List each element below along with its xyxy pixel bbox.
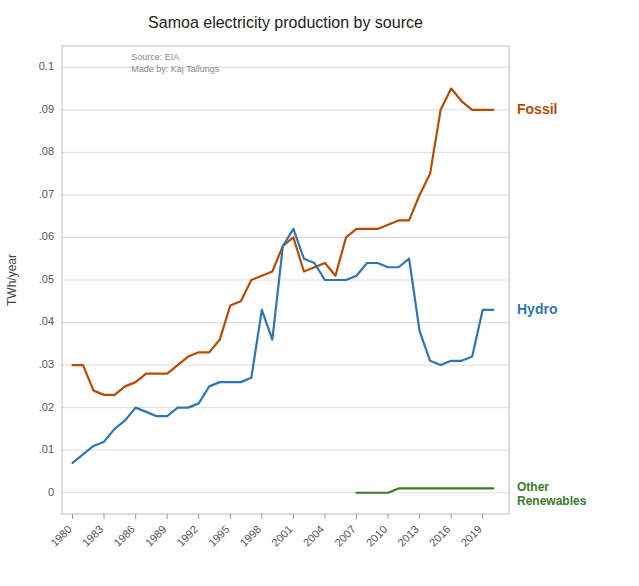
x-tick bbox=[482, 514, 483, 519]
x-tick bbox=[230, 514, 231, 519]
x-tick-label: 2010 bbox=[364, 523, 390, 549]
x-tick-label: 1989 bbox=[143, 523, 169, 549]
series-label: Hydro bbox=[517, 300, 557, 316]
series-line bbox=[73, 89, 494, 395]
label-line: Renewables bbox=[517, 495, 587, 509]
x-tick-label: 1992 bbox=[174, 523, 200, 549]
x-tick bbox=[419, 514, 420, 519]
x-tick bbox=[104, 514, 105, 519]
grid-line bbox=[62, 280, 509, 281]
grid-line bbox=[62, 152, 509, 153]
x-tick-label: 2019 bbox=[458, 523, 484, 549]
x-tick bbox=[198, 514, 199, 519]
grid-line bbox=[62, 407, 509, 408]
x-tick-label: 1980 bbox=[48, 523, 74, 549]
x-tick bbox=[167, 514, 168, 519]
grid-line bbox=[62, 194, 509, 195]
label-line: Hydro bbox=[517, 300, 557, 316]
x-tick-label: 1986 bbox=[111, 523, 137, 549]
label-line: Other bbox=[517, 481, 549, 495]
series-label: Fossil bbox=[517, 101, 557, 117]
plot-frame bbox=[62, 46, 509, 514]
label-line: Fossil bbox=[517, 101, 557, 117]
x-tick-label: 2007 bbox=[332, 523, 358, 549]
x-tick bbox=[72, 514, 73, 519]
grid-line bbox=[62, 450, 509, 451]
x-tick-label: 2004 bbox=[301, 523, 327, 549]
x-tick-label: 1998 bbox=[237, 523, 263, 549]
y-tick-label: 0.1 bbox=[39, 60, 54, 72]
y-tick-label: .01 bbox=[39, 443, 54, 455]
x-tick bbox=[451, 514, 452, 519]
x-tick-label: 2001 bbox=[269, 523, 295, 549]
y-tick-label: .03 bbox=[39, 358, 54, 370]
y-tick-label: .06 bbox=[39, 230, 54, 242]
series-label: OtherRenewables bbox=[517, 481, 587, 509]
x-tick-label: 2016 bbox=[427, 523, 453, 549]
y-tick-label: .05 bbox=[39, 273, 54, 285]
series-line bbox=[73, 229, 494, 463]
grid-line bbox=[62, 322, 509, 323]
grid-line bbox=[62, 67, 509, 68]
grid-line bbox=[62, 237, 509, 238]
grid-line bbox=[62, 492, 509, 493]
x-tick bbox=[135, 514, 136, 519]
title: Samoa electricity production by source bbox=[148, 14, 423, 31]
y-axis-label: TWh/year bbox=[5, 254, 19, 306]
x-tick-label: 1995 bbox=[206, 523, 232, 549]
annotation: Source: EIA bbox=[131, 52, 179, 62]
x-tick bbox=[261, 514, 262, 519]
x-tick bbox=[356, 514, 357, 519]
series-line bbox=[356, 488, 493, 492]
y-tick-label: .02 bbox=[39, 401, 54, 413]
y-tick-label: 0 bbox=[48, 486, 54, 498]
x-tick bbox=[293, 514, 294, 519]
annotation: Made by: Kaj Tallungs bbox=[131, 64, 219, 74]
y-tick-label: .07 bbox=[39, 188, 54, 200]
chart: 0.01.02.03.04.05.06.07.08.090.1198019831… bbox=[0, 0, 639, 586]
lines bbox=[73, 89, 494, 493]
y-tick-label: .08 bbox=[39, 145, 54, 157]
x-tick bbox=[388, 514, 389, 519]
x-tick bbox=[324, 514, 325, 519]
x-tick-label: 1983 bbox=[80, 523, 106, 549]
x-tick-label: 2013 bbox=[395, 523, 421, 549]
y-tick-label: .04 bbox=[39, 315, 54, 327]
y-tick-label: .09 bbox=[39, 103, 54, 115]
